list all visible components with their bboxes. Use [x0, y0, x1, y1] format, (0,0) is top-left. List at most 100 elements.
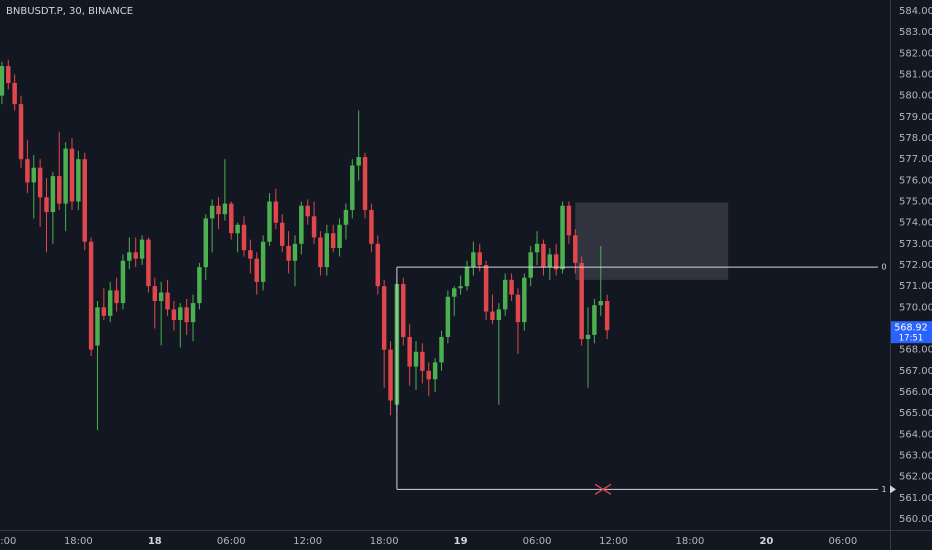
candle-body: [127, 252, 132, 261]
x-tick-label: 06:00: [523, 536, 552, 547]
y-tick-label: 564.00: [899, 429, 932, 440]
y-tick-label: 580.00: [899, 91, 932, 102]
y-tick-label: 568.00: [899, 345, 932, 356]
candle-body: [401, 284, 406, 337]
candle-body: [95, 307, 100, 346]
candle-body: [343, 209, 349, 225]
candle-body: [279, 222, 285, 246]
candle-body: [82, 159, 87, 242]
candle-body: [585, 334, 591, 340]
candle-body: [432, 362, 438, 380]
candle-body: [522, 277, 527, 323]
candle-body: [229, 203, 234, 234]
y-tick-label: 575.00: [899, 197, 932, 208]
y-tick-label: 567.00: [899, 366, 932, 377]
y-tick-label: 563.00: [899, 450, 932, 461]
target-cross: [594, 483, 612, 495]
candle-body: [496, 309, 502, 321]
y-tick-label: 581.00: [899, 70, 932, 81]
candle-body: [592, 305, 597, 335]
candle-body: [216, 205, 221, 215]
candle-body: [241, 224, 247, 251]
x-tick-label: 12:00: [599, 536, 628, 547]
y-tick-label: 566.00: [899, 387, 932, 398]
candle-body: [573, 235, 578, 263]
x-tick-label: 20: [759, 536, 773, 547]
y-tick-label: 582.00: [899, 48, 932, 59]
y-tick-label: 560.00: [899, 514, 932, 525]
candle-body: [413, 351, 419, 367]
candle-body: [63, 148, 68, 204]
candle-body: [203, 218, 209, 268]
candle-body: [197, 267, 202, 304]
candle-body: [273, 201, 279, 223]
y-tick-label: 562.00: [899, 472, 932, 483]
level-label: 0: [881, 263, 886, 272]
candle-body: [458, 286, 463, 289]
plot-area: [0, 59, 878, 495]
candle-body: [528, 252, 533, 278]
candle-body: [490, 311, 495, 321]
x-tick-label: 18:00: [370, 536, 399, 547]
x-tick-label: 19: [454, 536, 468, 547]
candle-body: [133, 252, 138, 259]
candle-body: [260, 241, 266, 282]
candle-body: [324, 233, 330, 268]
candle-body: [439, 336, 444, 363]
candle-body: [248, 250, 253, 259]
y-tick-label: 576.00: [899, 175, 932, 186]
candle-body: [547, 254, 553, 268]
candle-body: [88, 241, 94, 350]
axis-arrow: [890, 485, 896, 494]
candle-body: [158, 292, 164, 301]
y-tick-label: 565.00: [899, 408, 932, 419]
candle-body: [426, 370, 431, 380]
candle-body: [165, 292, 170, 310]
candle-body: [190, 303, 196, 323]
candle-body: [37, 167, 43, 198]
candle-body: [267, 201, 272, 242]
candle-body: [57, 176, 62, 204]
y-tick-label: 570.00: [899, 302, 932, 313]
candle-body: [209, 205, 215, 219]
candle-body: [388, 349, 393, 401]
x-tick-label: 00:00: [0, 536, 16, 547]
candle-body: [120, 260, 126, 304]
y-tick-label: 571.00: [899, 281, 932, 292]
countdown-label: 17:51: [899, 334, 924, 344]
candle-body: [566, 205, 572, 236]
candle-body: [146, 239, 151, 287]
y-tick-label: 584.00: [899, 6, 932, 17]
candle-body: [184, 307, 189, 323]
level-label: 1: [881, 485, 886, 494]
y-tick-label: 572.00: [899, 260, 932, 271]
y-tick-label: 583.00: [899, 27, 932, 38]
candle-body: [318, 237, 323, 268]
x-tick-label: 18: [148, 536, 162, 547]
x-tick-label: 18:00: [64, 536, 93, 547]
candle-body: [254, 258, 259, 282]
candle-body: [477, 252, 482, 265]
candle-body: [356, 157, 361, 166]
candle-body: [515, 294, 521, 323]
candle-body: [579, 262, 584, 340]
candle-body: [420, 351, 425, 371]
candle-body: [350, 165, 355, 210]
zone-box: [575, 202, 729, 280]
candle-body: [44, 197, 49, 213]
candle-body: [407, 336, 412, 367]
y-tick-label: 578.00: [899, 133, 932, 144]
price-label-bg: [891, 321, 932, 344]
candle-body: [337, 224, 342, 249]
candle-body: [25, 159, 30, 183]
candle-body: [452, 288, 457, 297]
candle-body: [50, 176, 56, 213]
candle-body: [375, 243, 381, 287]
candle-body: [18, 104, 24, 160]
axes: 560.00 561.00 562.00 563.00 564.00 565.00 566.…: [0, 6, 932, 547]
y-tick-label: 574.00: [899, 218, 932, 229]
candle-body: [381, 286, 387, 350]
candle-body: [286, 245, 291, 261]
candle-body: [464, 267, 470, 287]
